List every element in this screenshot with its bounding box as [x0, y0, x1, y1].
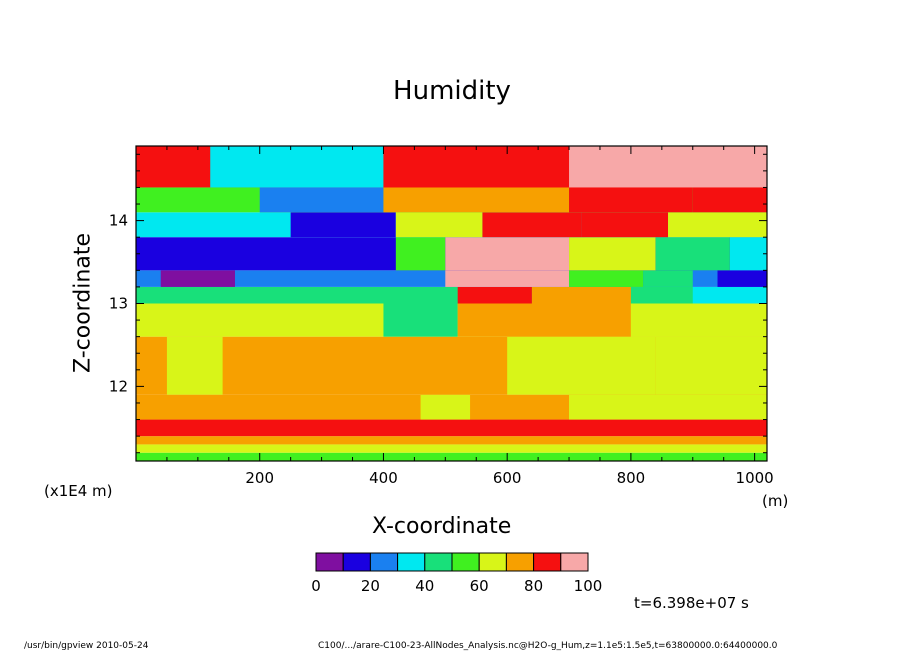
- heatmap-cell-5-3: [655, 336, 767, 395]
- heatmap-cell-8-1: [160, 270, 235, 287]
- colorbar-swatch-0: [315, 552, 344, 572]
- colorbar-swatch-6: [478, 552, 507, 572]
- footer-right: C100/.../arare-C100-23-AllNodes_Analysis…: [318, 641, 778, 651]
- time-annotation: t=6.398e+07 s: [634, 594, 749, 612]
- heatmap-cell-2-0: [136, 436, 767, 445]
- heatmap-cell-9-4: [655, 237, 730, 271]
- colorbar: 0 20 40 60 80 100: [311, 552, 603, 595]
- x-tick-label-1: 400: [369, 469, 398, 487]
- colorbar-label-2: 40: [415, 577, 434, 595]
- x-tick-label-2: 600: [493, 469, 522, 487]
- heatmap-cell-6-3: [630, 303, 767, 337]
- colorbar-label-1: 20: [361, 577, 380, 595]
- heatmap-cell-10-2: [395, 212, 483, 238]
- heatmap-cell-10-5: [668, 212, 767, 238]
- heatmap-cell-4-2: [569, 394, 767, 420]
- heatmap-cell-10-4: [581, 212, 669, 238]
- colorbar-swatch-9: [560, 552, 589, 572]
- y-axis-label: Z-coordinate: [70, 233, 96, 373]
- x-tick-label-0: 200: [245, 469, 274, 487]
- heatmap-cell-10-1: [290, 212, 396, 238]
- heatmap-cell-3-0: [136, 419, 767, 437]
- x-tick-label-3: 800: [617, 469, 646, 487]
- colorbar-label-3: 60: [470, 577, 489, 595]
- heatmap-cell-12-2: [383, 146, 570, 188]
- heatmap-cell-11-1: [259, 187, 384, 213]
- colorbar-swatch-7: [505, 552, 535, 572]
- heatmap-cell-9-2: [445, 237, 570, 271]
- footer-left: /usr/bin/gpview 2010-05-24: [24, 641, 149, 651]
- colorbar-swatch-4: [424, 552, 453, 572]
- colorbar-label-4: 80: [524, 577, 543, 595]
- plot-area: [136, 146, 767, 461]
- heatmap-cell-6-2: [457, 303, 631, 337]
- heatmap-cell-5-1: [166, 336, 223, 395]
- heatmap-cell-12-3: [569, 146, 767, 188]
- heatmap-cell-8-4: [643, 270, 693, 287]
- x-axis-ticks: 200 400 600 800 1000: [166, 146, 774, 487]
- y-axis-ticks: 12 13 14: [109, 153, 767, 454]
- y-tick-label-0: 12: [109, 377, 128, 395]
- colorbar-label-0: 0: [311, 577, 321, 595]
- heatmap-cell-4-1: [420, 394, 471, 420]
- heatmap-cell-9-5: [729, 237, 767, 271]
- heatmap-cell-5-2: [507, 336, 656, 395]
- chart-title: Humidity: [393, 76, 511, 106]
- heatmap-cell-7-3: [692, 286, 767, 304]
- colorbar-swatch-8: [533, 552, 562, 572]
- heatmap-cell-11-3: [569, 187, 693, 213]
- x-tick-label-4: 1000: [736, 469, 774, 487]
- heatmap-cell-6-1: [383, 303, 458, 337]
- heatmap-cell-7-1: [457, 286, 532, 304]
- x-axis-unit: (m): [762, 492, 789, 510]
- heatmap-cell-1-0: [136, 444, 767, 453]
- colorbar-swatch-1: [342, 552, 371, 572]
- heatmap-cell-9-1: [395, 237, 446, 271]
- heatmap-cell-8-3: [569, 270, 644, 287]
- heatmap-cell-10-3: [482, 212, 582, 238]
- colorbar-label-5: 100: [574, 577, 603, 595]
- heatmap-cell-12-1: [210, 146, 384, 188]
- heatmap-cell-8-5: [717, 270, 767, 287]
- y-tick-label-2: 14: [109, 212, 128, 230]
- heatmap-cell-7-0: [136, 286, 767, 304]
- heatmap-cell-11-4: [692, 187, 767, 213]
- y-axis-unit: (x1E4 m): [44, 482, 113, 500]
- x-axis-label: X-coordinate: [372, 514, 512, 539]
- colorbar-swatch-3: [397, 552, 426, 572]
- colorbar-swatch-2: [369, 552, 399, 572]
- heatmap-cell-7-2: [531, 286, 631, 304]
- y-tick-label-1: 13: [109, 295, 128, 313]
- heatmap-cell-11-2: [383, 187, 570, 213]
- heatmap-cell-9-3: [569, 237, 656, 271]
- heatmap-cell-8-2: [445, 270, 570, 287]
- colorbar-swatch-5: [451, 552, 480, 572]
- heatmap-cell-0-0: [136, 452, 767, 461]
